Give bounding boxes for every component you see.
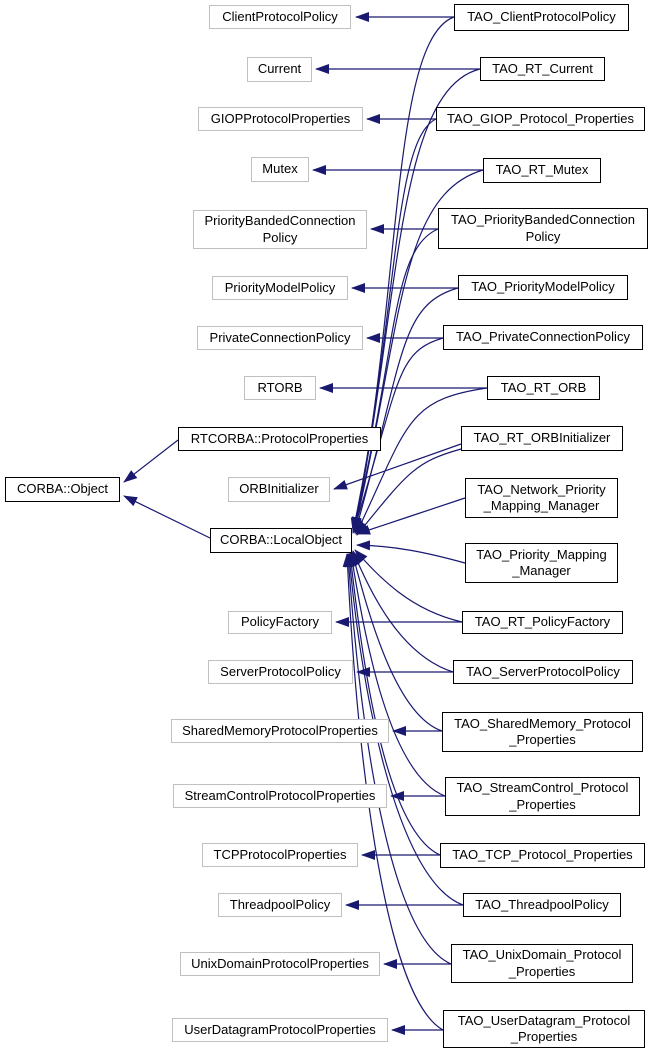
node-priority-banded-connection-policy[interactable]: PriorityBandedConnection Policy (193, 210, 367, 249)
edge-rtcorbaprotocolproperties-corbaobject (123, 439, 179, 483)
node-orb-initializer[interactable]: ORBInitializer (228, 477, 330, 502)
node-current[interactable]: Current (247, 57, 312, 82)
edge-taonetworkprioritymappingmanager-corbalocalobject (356, 497, 466, 535)
node-private-connection-policy[interactable]: PrivateConnectionPolicy (197, 326, 363, 350)
edge-taogiop-corbalocalobject (350, 118, 437, 532)
node-unix-domain-protocol-properties[interactable]: UnixDomainProtocolProperties (180, 952, 380, 976)
node-tao-rt-mutex[interactable]: TAO_RT_Mutex (483, 158, 601, 183)
node-corba-object[interactable]: CORBA::Object (5, 477, 120, 502)
node-tao-rt-orb[interactable]: TAO_RT_ORB (487, 376, 600, 400)
edge-taortpolicyfactory-corbalocalobject (354, 549, 463, 623)
node-user-datagram-protocol-properties[interactable]: UserDatagramProtocolProperties (172, 1018, 388, 1042)
node-tao-server-protocol-policy[interactable]: TAO_ServerProtocolPolicy (453, 660, 633, 684)
edge-taoserverprotocolpolicy-corbalocalobject (352, 550, 454, 673)
node-rtcorba-protocol-properties[interactable]: RTCORBA::ProtocolProperties (178, 427, 381, 451)
edge-taotcp-corbalocalobject (346, 552, 441, 856)
edge-taothreadpool-corbalocalobject (345, 553, 464, 906)
node-tao-unix-domain-protocol-properties[interactable]: TAO_UnixDomain_Protocol _Properties (451, 944, 633, 983)
node-tao-private-connection-policy[interactable]: TAO_PrivateConnectionPolicy (443, 325, 643, 350)
node-tao-priority-model-policy[interactable]: TAO_PriorityModelPolicy (458, 275, 628, 300)
node-tao-giop-protocol-properties[interactable]: TAO_GIOP_Protocol_Properties (436, 107, 645, 131)
node-tao-stream-control-protocol-properties[interactable]: TAO_StreamControl_Protocol _Properties (445, 777, 640, 816)
edge-taoprioritybanded-corbalocalobject (351, 228, 439, 533)
node-tao-shared-memory-protocol-properties[interactable]: TAO_SharedMemory_Protocol _Properties (442, 712, 643, 752)
node-giop-protocol-properties[interactable]: GIOPProtocolProperties (198, 107, 363, 131)
node-threadpool-policy[interactable]: ThreadpoolPolicy (218, 893, 342, 917)
node-tao-tcp-protocol-properties[interactable]: TAO_TCP_Protocol_Properties (440, 843, 645, 868)
edge-taortmutex-corbalocalobject (352, 169, 484, 533)
edge-taortcurrent-corbalocalobject (351, 68, 481, 532)
node-mutex[interactable]: Mutex (251, 157, 309, 182)
node-tao-rt-current[interactable]: TAO_RT_Current (480, 57, 605, 81)
node-tao-rt-orb-initializer[interactable]: TAO_RT_ORBInitializer (461, 426, 623, 451)
edge-taortorbinitializer-corbalocalobject (356, 448, 462, 536)
node-tao-priority-mapping-manager[interactable]: TAO_Priority_Mapping _Manager (465, 543, 618, 583)
edge-taortorb-corbalocalobject (355, 387, 488, 535)
edge-taosharedmemory-corbalocalobject (350, 551, 443, 732)
edge-taostreamcontrol-corbalocalobject (348, 552, 446, 797)
node-tao-priority-banded-connection-policy[interactable]: TAO_PriorityBandedConnection Policy (438, 208, 648, 249)
node-tao-user-datagram-protocol-properties[interactable]: TAO_UserDatagram_Protocol _Properties (443, 1010, 645, 1048)
edge-taouserdatagram-corbalocalobject (342, 553, 444, 1031)
node-tao-network-priority-mapping-manager[interactable]: TAO_Network_Priority _Mapping_Manager (465, 478, 618, 518)
node-tao-rt-policy-factory[interactable]: TAO_RT_PolicyFactory (462, 611, 623, 634)
edge-taoprivateconnection-corbalocalobject (352, 337, 444, 534)
node-tcp-protocol-properties[interactable]: TCPProtocolProperties (202, 843, 358, 867)
edge-corbalocalobject-corbaobject (123, 495, 211, 539)
node-server-protocol-policy[interactable]: ServerProtocolPolicy (208, 660, 353, 684)
node-shared-memory-protocol-properties[interactable]: SharedMemoryProtocolProperties (171, 719, 389, 743)
node-rtorb[interactable]: RTORB (244, 376, 316, 400)
node-policy-factory[interactable]: PolicyFactory (228, 611, 332, 634)
node-client-protocol-policy[interactable]: ClientProtocolPolicy (209, 5, 351, 29)
node-priority-model-policy[interactable]: PriorityModelPolicy (212, 276, 348, 300)
edge-taortorbinitializer-orbinitializer (333, 443, 462, 490)
node-stream-control-protocol-properties[interactable]: StreamControlProtocolProperties (173, 784, 387, 808)
node-tao-client-protocol-policy[interactable]: TAO_ClientProtocolPolicy (454, 4, 629, 31)
edge-taoprioritymappingmanager-corbalocalobject (356, 540, 466, 564)
node-tao-threadpool-policy[interactable]: TAO_ThreadpoolPolicy (463, 893, 621, 917)
node-corba-local-object[interactable]: CORBA::LocalObject (210, 528, 352, 553)
